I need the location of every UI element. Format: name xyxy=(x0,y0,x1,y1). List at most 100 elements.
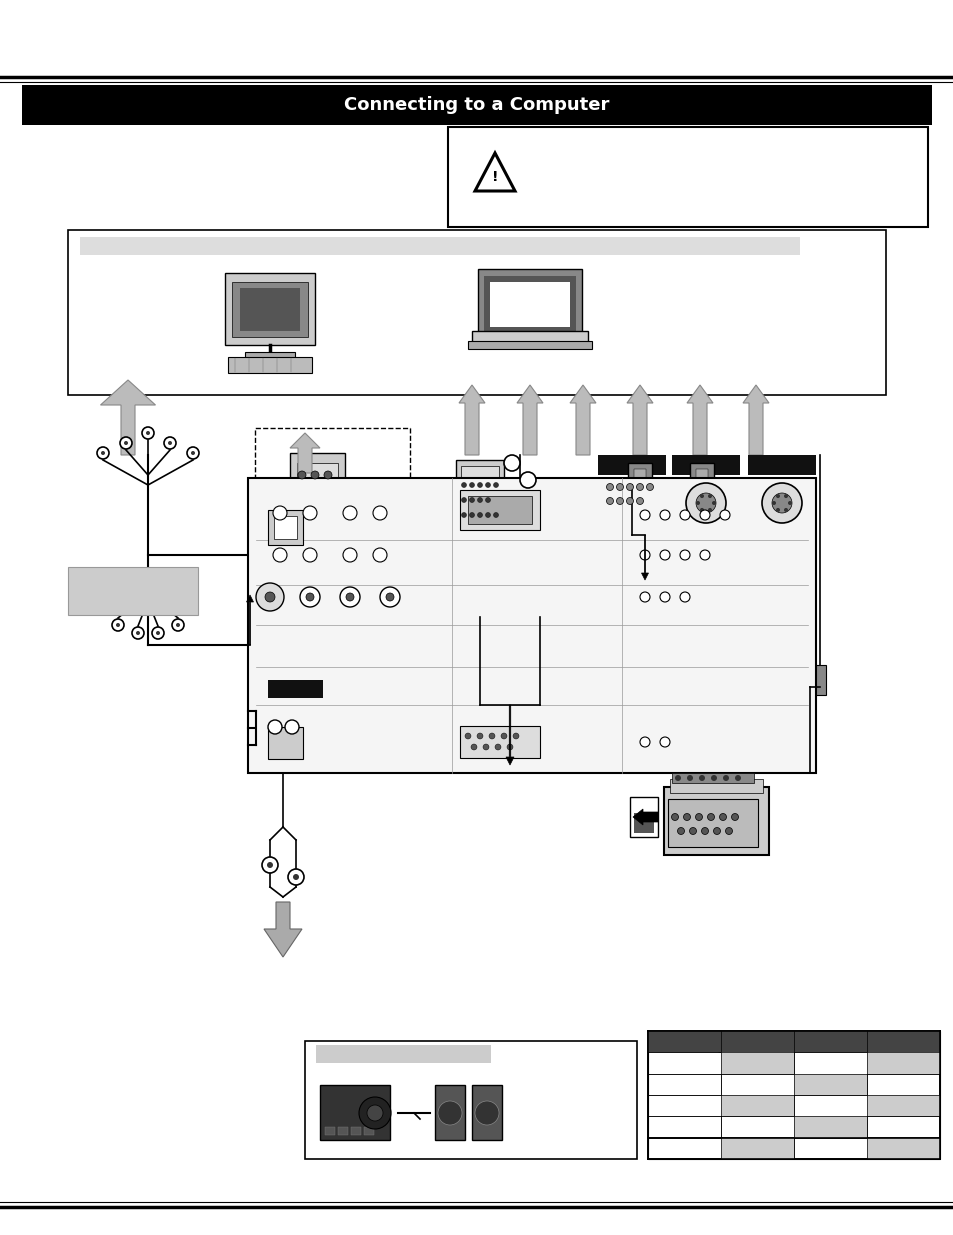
Circle shape xyxy=(306,593,314,601)
Circle shape xyxy=(288,869,304,885)
Bar xyxy=(598,454,665,475)
Bar xyxy=(460,466,498,538)
Circle shape xyxy=(679,510,689,520)
FancyArrow shape xyxy=(686,385,712,454)
Circle shape xyxy=(689,827,696,835)
Circle shape xyxy=(731,814,738,820)
Bar xyxy=(337,1128,348,1135)
Circle shape xyxy=(707,508,711,513)
Text: !: ! xyxy=(491,170,497,184)
Bar xyxy=(364,1128,374,1135)
Circle shape xyxy=(112,619,124,631)
Bar xyxy=(793,1073,866,1095)
Circle shape xyxy=(636,498,643,505)
Circle shape xyxy=(695,814,701,820)
Circle shape xyxy=(485,498,490,503)
Circle shape xyxy=(493,513,498,517)
Circle shape xyxy=(500,734,506,739)
FancyArrow shape xyxy=(290,433,319,473)
Circle shape xyxy=(675,776,680,781)
Circle shape xyxy=(168,441,172,445)
Circle shape xyxy=(255,583,284,611)
Circle shape xyxy=(477,498,482,503)
Circle shape xyxy=(616,483,623,490)
Bar xyxy=(435,1086,464,1140)
Circle shape xyxy=(469,513,474,517)
Text: Connecting to a Computer: Connecting to a Computer xyxy=(344,96,609,114)
Circle shape xyxy=(469,498,474,503)
Bar xyxy=(305,1041,637,1158)
Circle shape xyxy=(373,548,387,562)
Circle shape xyxy=(659,737,669,747)
Circle shape xyxy=(461,498,466,503)
Circle shape xyxy=(461,483,466,488)
Bar xyxy=(290,453,345,525)
Bar xyxy=(866,1052,939,1073)
Circle shape xyxy=(506,743,513,750)
Circle shape xyxy=(132,627,144,638)
Bar xyxy=(268,510,303,545)
Bar xyxy=(490,282,569,327)
Bar xyxy=(663,787,768,855)
Circle shape xyxy=(519,472,536,488)
Circle shape xyxy=(700,550,709,559)
Circle shape xyxy=(696,493,716,513)
Bar xyxy=(325,1128,335,1135)
FancyArrow shape xyxy=(458,385,484,454)
Bar xyxy=(629,797,658,837)
Bar xyxy=(720,1137,793,1158)
Circle shape xyxy=(639,510,649,520)
Bar xyxy=(523,545,574,618)
Circle shape xyxy=(659,592,669,601)
Bar xyxy=(671,454,740,475)
Bar xyxy=(669,779,762,793)
Bar xyxy=(647,1031,939,1052)
Circle shape xyxy=(485,483,490,488)
Circle shape xyxy=(101,451,105,454)
Bar xyxy=(599,479,663,517)
Circle shape xyxy=(324,471,332,479)
Bar xyxy=(667,799,758,847)
Circle shape xyxy=(142,427,153,438)
Circle shape xyxy=(267,862,273,868)
FancyArrow shape xyxy=(742,385,768,454)
Circle shape xyxy=(734,776,740,781)
Bar xyxy=(68,230,885,395)
Circle shape xyxy=(639,550,649,559)
Bar xyxy=(627,463,651,505)
Circle shape xyxy=(124,441,128,445)
Circle shape xyxy=(626,483,633,490)
Bar xyxy=(647,1031,939,1158)
Bar xyxy=(456,547,503,618)
Bar xyxy=(351,1128,360,1135)
Circle shape xyxy=(646,483,653,490)
Circle shape xyxy=(437,1100,461,1125)
Circle shape xyxy=(639,737,649,747)
Circle shape xyxy=(722,776,728,781)
Circle shape xyxy=(476,734,482,739)
Circle shape xyxy=(626,498,633,505)
Circle shape xyxy=(386,593,394,601)
Circle shape xyxy=(146,431,150,435)
Circle shape xyxy=(639,592,649,601)
Bar xyxy=(459,490,539,530)
Circle shape xyxy=(636,483,643,490)
Circle shape xyxy=(293,874,298,881)
Bar xyxy=(634,469,645,499)
Circle shape xyxy=(710,776,717,781)
Circle shape xyxy=(477,513,482,517)
Bar xyxy=(245,352,294,359)
Bar xyxy=(296,463,337,493)
Circle shape xyxy=(265,592,274,601)
Circle shape xyxy=(273,506,287,520)
Circle shape xyxy=(771,501,775,505)
Bar xyxy=(671,773,753,783)
Circle shape xyxy=(485,513,490,517)
Bar xyxy=(296,499,337,517)
FancyArrow shape xyxy=(264,902,302,957)
Circle shape xyxy=(679,592,689,601)
Circle shape xyxy=(719,814,726,820)
Circle shape xyxy=(191,451,194,454)
Bar xyxy=(80,237,800,254)
Circle shape xyxy=(495,743,500,750)
